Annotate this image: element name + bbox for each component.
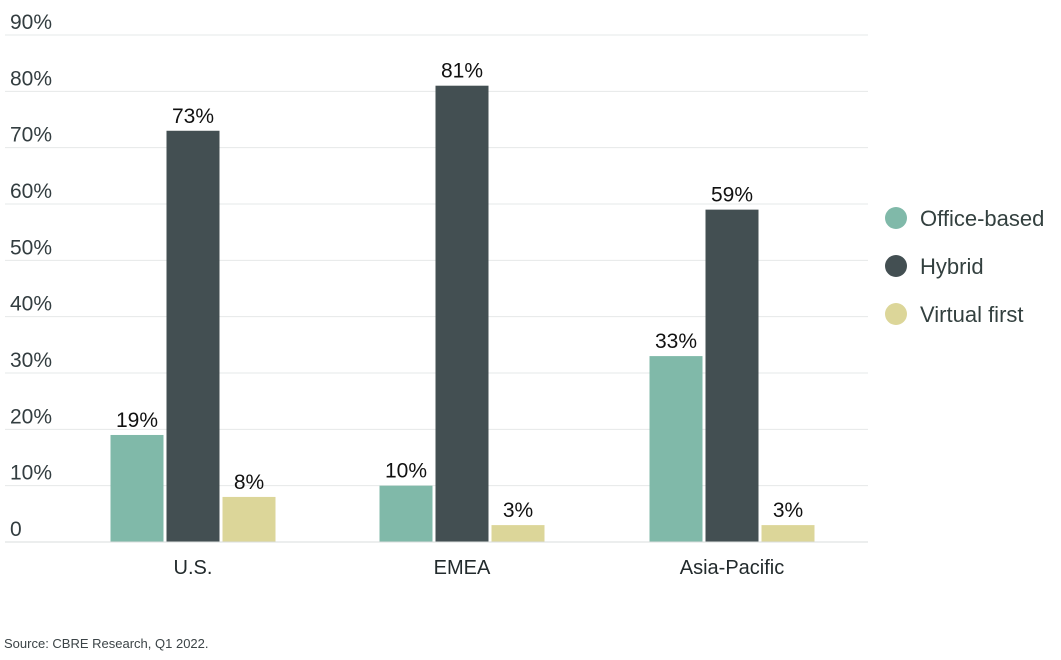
data-label: 81% (441, 60, 483, 83)
bar-chart: 0 10% 20% 30% 40% 50% 60% 70% 80% 90% 19% 73% 8% 10%… (5, 11, 1044, 579)
data-label: 3% (773, 499, 803, 522)
y-tick-label: 0 (10, 518, 22, 541)
bar-virtual-first (222, 496, 276, 542)
x-tick-label: Asia-Pacific (680, 557, 784, 579)
bar-office-based (379, 485, 433, 542)
y-tick-label: 40% (10, 293, 52, 316)
y-tick-label: 90% (10, 11, 52, 34)
legend-marker (885, 255, 907, 277)
bar-virtual-first (761, 525, 815, 542)
legend-label: Virtual first (920, 302, 1024, 327)
y-tick-label: 60% (10, 180, 52, 203)
bar-office-based (649, 356, 703, 542)
data-label: 3% (503, 499, 533, 522)
data-labels: 19% 73% 8% 10% 81% 3% 33% 59% 3% (116, 60, 803, 522)
y-tick-label: 30% (10, 349, 52, 372)
bars (110, 85, 815, 542)
bar-hybrid (435, 85, 489, 542)
data-label: 19% (116, 409, 158, 432)
y-tick-label: 70% (10, 124, 52, 147)
y-tick-label: 10% (10, 462, 52, 485)
legend-label: Hybrid (920, 254, 984, 279)
bar-hybrid (166, 130, 220, 542)
x-tick-label: EMEA (434, 557, 491, 579)
data-label: 73% (172, 105, 214, 128)
legend: Office-based Hybrid Virtual first (885, 206, 1044, 327)
legend-marker (885, 207, 907, 229)
y-tick-label: 50% (10, 236, 52, 259)
legend-marker (885, 303, 907, 325)
x-tick-label: U.S. (174, 557, 213, 579)
data-label: 8% (234, 471, 264, 494)
bar-hybrid (705, 209, 759, 542)
data-label: 33% (655, 330, 697, 353)
bar-office-based (110, 434, 164, 542)
data-label: 10% (385, 460, 427, 483)
y-axis: 0 10% 20% 30% 40% 50% 60% 70% 80% 90% (10, 11, 52, 541)
data-label: 59% (711, 184, 753, 207)
x-axis: U.S. EMEA Asia-Pacific (5, 541, 868, 579)
y-tick-label: 20% (10, 405, 52, 428)
source-note: Source: CBRE Research, Q1 2022. (4, 636, 209, 651)
legend-label: Office-based (920, 206, 1044, 231)
y-tick-label: 80% (10, 67, 52, 90)
bar-virtual-first (491, 525, 545, 542)
